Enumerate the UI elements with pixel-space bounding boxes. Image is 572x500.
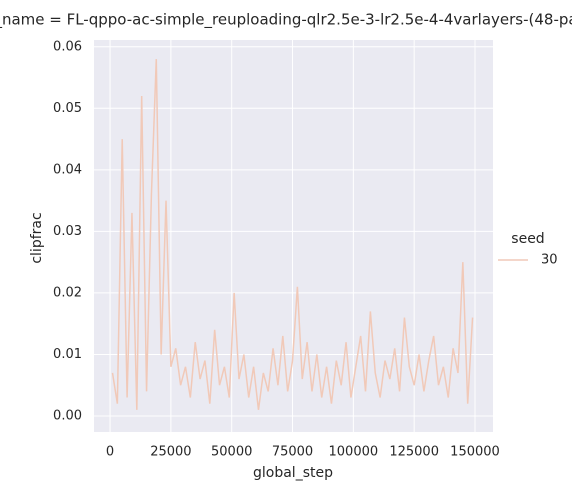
x-tick-label: 0 xyxy=(106,445,114,460)
y-tick-label: 0.06 xyxy=(53,39,82,54)
y-tick-label: 0.01 xyxy=(53,347,82,362)
y-tick-label: 0.00 xyxy=(53,409,82,424)
plot-area xyxy=(94,40,493,432)
chart-title: _name = FL-qppo-ac-simple_reuploading-ql… xyxy=(0,11,572,30)
x-tick-label: 125000 xyxy=(389,445,439,460)
legend-title: seed xyxy=(511,231,544,247)
x-tick-label: 25000 xyxy=(150,445,191,460)
y-axis-label: clipfrac xyxy=(29,212,45,263)
x-axis-label: global_step xyxy=(253,465,333,481)
x-tick-label: 150000 xyxy=(450,445,500,460)
x-tick-label: 100000 xyxy=(329,445,379,460)
y-tick-label: 0.04 xyxy=(53,162,82,177)
y-tick-label: 0.03 xyxy=(53,224,82,239)
series-line xyxy=(111,59,474,410)
y-tick-label: 0.02 xyxy=(53,285,82,300)
y-tick-label: 0.05 xyxy=(53,101,82,116)
x-tick-label: 75000 xyxy=(272,445,313,460)
x-tick-label: 50000 xyxy=(211,445,252,460)
legend-label: 30 xyxy=(541,253,558,268)
